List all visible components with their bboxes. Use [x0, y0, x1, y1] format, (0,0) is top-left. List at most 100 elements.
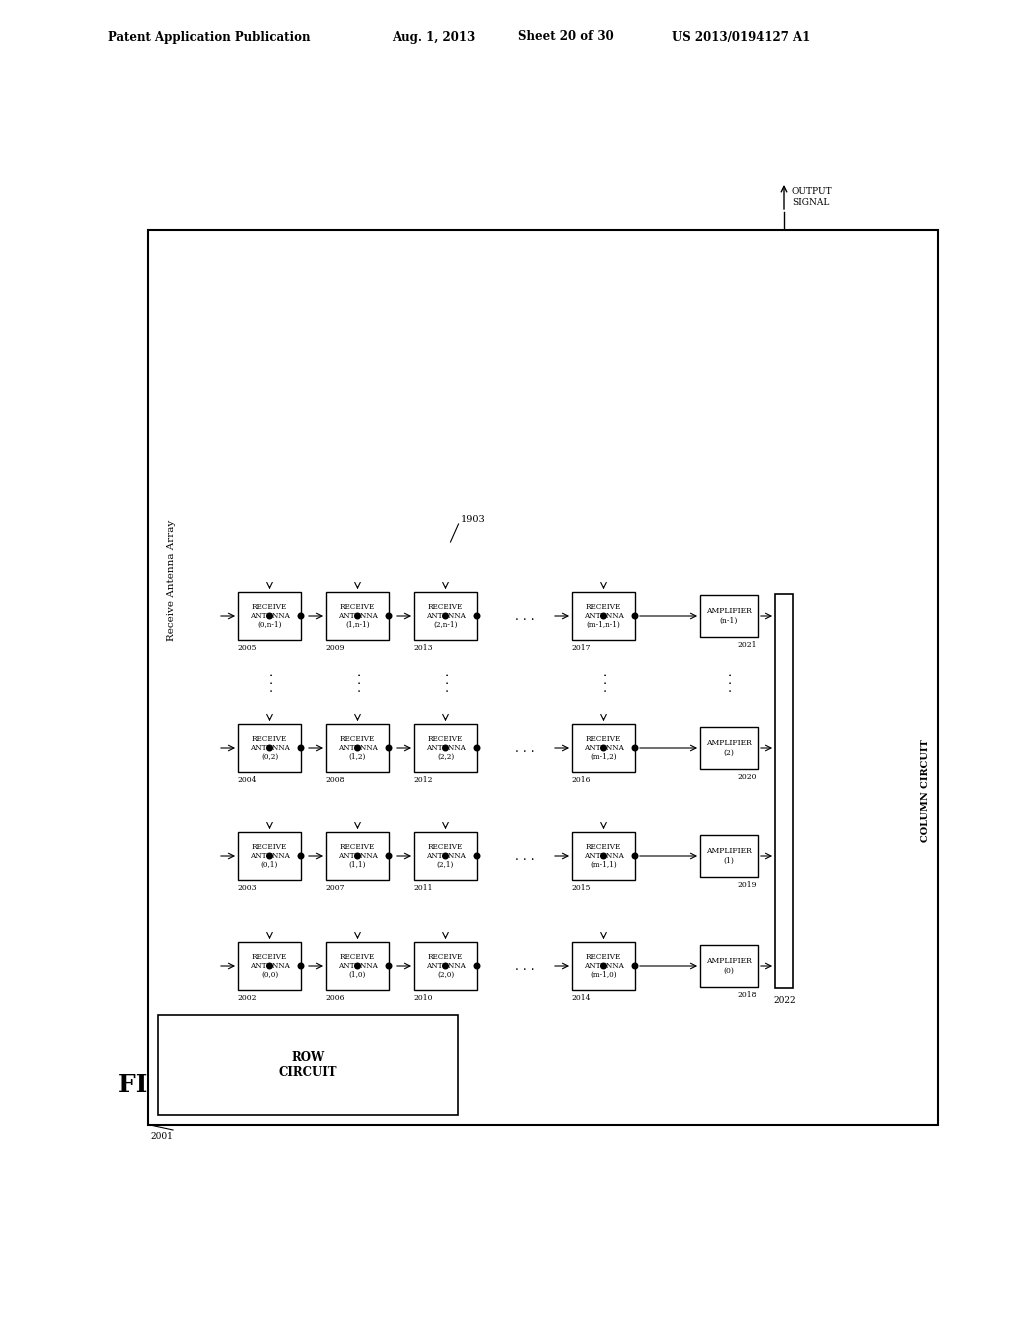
Circle shape: [386, 853, 392, 859]
Text: Receive Antenna Array: Receive Antenna Array: [168, 519, 176, 640]
Text: . . .: . . .: [351, 672, 364, 692]
Bar: [238, 723, 301, 772]
Circle shape: [474, 614, 480, 619]
Text: AMPLIFIER
(2): AMPLIFIER (2): [707, 739, 752, 756]
Text: RECEIVE
ANTENNA
(m-1,1): RECEIVE ANTENNA (m-1,1): [584, 842, 624, 869]
Text: . . .: . . .: [597, 672, 610, 692]
Text: Aug. 1, 2013: Aug. 1, 2013: [392, 30, 475, 44]
Text: 2014: 2014: [571, 994, 591, 1002]
Bar: [158, 1015, 458, 1115]
Bar: [326, 591, 389, 640]
Text: AMPLIFIER
(1): AMPLIFIER (1): [707, 847, 752, 865]
Bar: [414, 942, 477, 990]
Circle shape: [266, 614, 272, 619]
Text: 2008: 2008: [325, 776, 344, 784]
Text: RECEIVE
ANTENNA
(0,n-1): RECEIVE ANTENNA (0,n-1): [250, 603, 290, 630]
Circle shape: [442, 614, 449, 619]
Bar: [572, 723, 635, 772]
Text: 2010: 2010: [413, 994, 432, 1002]
Text: . . .: . . .: [515, 850, 535, 862]
Circle shape: [386, 746, 392, 751]
Text: FIG. 20: FIG. 20: [118, 1073, 220, 1097]
Text: COLUMN CIRCUIT: COLUMN CIRCUIT: [922, 739, 931, 842]
Text: 2005: 2005: [237, 644, 256, 652]
Bar: [414, 832, 477, 880]
Text: RECEIVE
ANTENNA
(1,0): RECEIVE ANTENNA (1,0): [338, 953, 378, 979]
Text: 2003: 2003: [237, 884, 257, 892]
Circle shape: [601, 746, 606, 751]
Text: Sheet 20 of 30: Sheet 20 of 30: [518, 30, 613, 44]
Circle shape: [442, 964, 449, 969]
Circle shape: [632, 614, 638, 619]
Text: RECEIVE
ANTENNA
(1,n-1): RECEIVE ANTENNA (1,n-1): [338, 603, 378, 630]
Text: . . .: . . .: [723, 672, 735, 692]
Circle shape: [601, 614, 606, 619]
Text: AMPLIFIER
(0): AMPLIFIER (0): [707, 957, 752, 974]
Text: 1903: 1903: [461, 516, 485, 524]
Circle shape: [601, 964, 606, 969]
Bar: [326, 942, 389, 990]
Text: RECEIVE
ANTENNA
(2,n-1): RECEIVE ANTENNA (2,n-1): [426, 603, 466, 630]
Circle shape: [474, 964, 480, 969]
Circle shape: [298, 964, 304, 969]
Text: 2017: 2017: [571, 644, 591, 652]
Text: RECEIVE
ANTENNA
(0,1): RECEIVE ANTENNA (0,1): [250, 842, 290, 869]
Text: ROW
CIRCUIT: ROW CIRCUIT: [279, 1051, 337, 1078]
Text: 2007: 2007: [325, 884, 344, 892]
Text: RECEIVE
ANTENNA
(2,2): RECEIVE ANTENNA (2,2): [426, 735, 466, 762]
Text: 2012: 2012: [413, 776, 432, 784]
Circle shape: [442, 746, 449, 751]
Text: . . .: . . .: [515, 742, 535, 755]
Text: Patent Application Publication: Patent Application Publication: [108, 30, 310, 44]
Text: 2020: 2020: [737, 774, 757, 781]
Circle shape: [632, 746, 638, 751]
Circle shape: [298, 746, 304, 751]
Text: 2018: 2018: [737, 991, 757, 999]
Bar: [572, 942, 635, 990]
Bar: [238, 591, 301, 640]
Text: 2002: 2002: [237, 994, 256, 1002]
Circle shape: [601, 853, 606, 859]
Circle shape: [386, 964, 392, 969]
Text: 2013: 2013: [413, 644, 432, 652]
Text: . . .: . . .: [515, 610, 535, 623]
Circle shape: [354, 964, 360, 969]
Text: 2021: 2021: [737, 642, 757, 649]
Text: 2009: 2009: [325, 644, 344, 652]
Bar: [572, 591, 635, 640]
Bar: [326, 832, 389, 880]
Text: RECEIVE
ANTENNA
(1,1): RECEIVE ANTENNA (1,1): [338, 842, 378, 869]
Text: 2019: 2019: [737, 880, 757, 888]
Text: RECEIVE
ANTENNA
(m-1,n-1): RECEIVE ANTENNA (m-1,n-1): [584, 603, 624, 630]
Circle shape: [354, 614, 360, 619]
Circle shape: [298, 614, 304, 619]
Circle shape: [474, 853, 480, 859]
Text: 2015: 2015: [571, 884, 591, 892]
Text: RECEIVE
ANTENNA
(0,0): RECEIVE ANTENNA (0,0): [250, 953, 290, 979]
Text: RECEIVE
ANTENNA
(2,1): RECEIVE ANTENNA (2,1): [426, 842, 466, 869]
Bar: [775, 594, 793, 987]
Circle shape: [266, 853, 272, 859]
Text: 2016: 2016: [571, 776, 591, 784]
Circle shape: [386, 614, 392, 619]
Text: 2006: 2006: [325, 994, 344, 1002]
Bar: [572, 832, 635, 880]
Text: . . .: . . .: [515, 960, 535, 973]
Bar: [238, 832, 301, 880]
Text: 2004: 2004: [237, 776, 256, 784]
Text: RECEIVE
ANTENNA
(2,0): RECEIVE ANTENNA (2,0): [426, 953, 466, 979]
Bar: [326, 723, 389, 772]
Bar: [238, 942, 301, 990]
Text: RECEIVE
ANTENNA
(0,2): RECEIVE ANTENNA (0,2): [250, 735, 290, 762]
Bar: [700, 727, 758, 770]
Text: RECEIVE
ANTENNA
(m-1,0): RECEIVE ANTENNA (m-1,0): [584, 953, 624, 979]
Bar: [700, 945, 758, 987]
Circle shape: [442, 853, 449, 859]
Text: 2001: 2001: [150, 1133, 173, 1140]
Bar: [700, 836, 758, 876]
Text: . . .: . . .: [263, 672, 276, 692]
Circle shape: [474, 746, 480, 751]
Circle shape: [632, 964, 638, 969]
Text: 2022: 2022: [773, 997, 796, 1005]
Bar: [148, 230, 938, 1125]
